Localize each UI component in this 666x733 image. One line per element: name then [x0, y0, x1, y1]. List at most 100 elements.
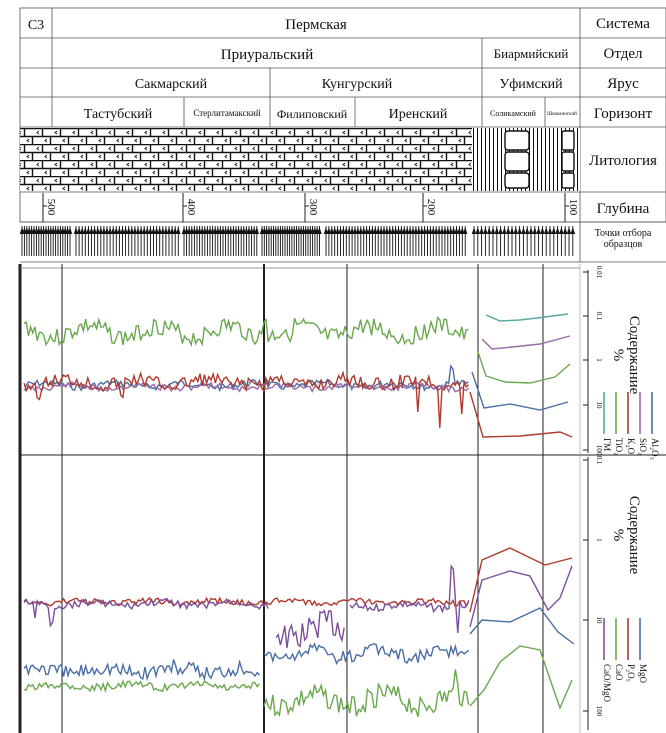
- lithology-label: Литология: [589, 153, 657, 169]
- sample-arrow: [532, 227, 537, 234]
- sample-arrow: [378, 227, 384, 234]
- sample-arrow: [498, 227, 503, 234]
- lithology-column: [20, 128, 580, 191]
- sample-arrow: [166, 227, 172, 234]
- legend-label: CaO: [614, 664, 624, 681]
- sample-arrow: [405, 227, 410, 234]
- sample-arrow: [402, 227, 407, 234]
- c3-label: C3: [28, 18, 44, 33]
- sample-arrow: [123, 227, 128, 234]
- depth-tick-label: 300: [307, 199, 319, 216]
- series-al2o3-upper: [471, 371, 569, 411]
- sample-arrow: [114, 227, 119, 234]
- p2-tick-label: 100: [595, 706, 603, 717]
- depth-label: Глубина: [597, 201, 650, 217]
- sample-arrow: [566, 227, 572, 234]
- series-tio2-upper: [477, 351, 571, 384]
- stage-value-2: Кунгурский: [322, 77, 393, 92]
- sample-arrow: [160, 227, 165, 234]
- sample-arrow: [373, 227, 378, 234]
- sample-arrow: [89, 227, 94, 234]
- horizon-iren: Иренский: [389, 107, 448, 122]
- series-mgo-upper: [469, 607, 575, 645]
- sample-arrow: [460, 227, 465, 234]
- sample-arrow: [376, 227, 381, 234]
- sample-arrow: [254, 227, 259, 234]
- sampling-label-2: образцов: [604, 239, 643, 250]
- p2-tick-label: 1: [595, 538, 603, 542]
- sample-arrow: [428, 227, 433, 234]
- sample-arrow: [393, 227, 398, 234]
- p1-tick-label: 10: [595, 402, 603, 410]
- sample-arrow: [173, 227, 178, 234]
- sample-arrow: [135, 227, 141, 234]
- panel2-axis: 0.1 1 10 100: [583, 456, 603, 730]
- legend-label: Al₂O₃: [650, 438, 660, 460]
- legend-label: CaO/MgO: [602, 664, 612, 703]
- panel2-legend: CaO/MgO CaO P₂O₅ MgO: [602, 618, 648, 703]
- department-label: Отдел: [604, 46, 643, 62]
- sample-arrow: [145, 227, 150, 234]
- sample-arrow: [151, 227, 156, 234]
- sample-arrow: [107, 227, 113, 234]
- sample-arrow: [517, 227, 522, 234]
- sample-arrow: [104, 227, 110, 234]
- sample-arrow: [439, 227, 445, 234]
- legend-label: K₂O: [626, 438, 636, 455]
- sample-arrow: [445, 227, 450, 234]
- series-gm-upper: [485, 313, 569, 322]
- sample-arrow: [536, 227, 541, 234]
- sample-arrow: [129, 227, 134, 234]
- sample-arrow: [101, 227, 107, 234]
- legend-label: P₂O₅: [626, 664, 636, 682]
- sample-arrow: [387, 227, 392, 234]
- series-k2o: [23, 370, 469, 428]
- sample-arrow: [73, 227, 79, 234]
- sample-arrow: [381, 227, 387, 234]
- sample-arrow: [154, 227, 159, 234]
- sample-arrow: [120, 227, 125, 234]
- sample-arrow: [142, 227, 147, 234]
- sample-arrow: [528, 227, 534, 234]
- series-cao-mgo-3: [349, 564, 470, 633]
- plot-frame: [18, 264, 666, 733]
- header-table: [19, 7, 666, 263]
- sample-arrow: [422, 227, 427, 234]
- legend-label: ГМ: [602, 438, 612, 451]
- sample-arrow: [117, 227, 122, 234]
- sample-arrow: [544, 227, 549, 234]
- series-cao-upper: [469, 645, 573, 710]
- sample-arrow: [370, 227, 375, 234]
- sample-arrow: [559, 227, 564, 234]
- panel1-axis: 0.01 0.1 1 10 100: [583, 266, 603, 456]
- sample-arrow: [396, 227, 401, 234]
- sample-arrow: [98, 227, 103, 234]
- system-value: Пермская: [285, 17, 347, 33]
- sample-arrow: [169, 227, 175, 234]
- sample-arrow: [347, 227, 352, 234]
- sample-arrow: [413, 227, 419, 234]
- horizon-sterlitamak: Стерлитамакский: [193, 108, 260, 118]
- sample-arrow: [451, 227, 456, 234]
- sample-arrow: [176, 227, 181, 234]
- series-k2o-upper: [469, 391, 573, 438]
- series-mgo-2: [263, 642, 470, 666]
- sample-arrow: [425, 227, 430, 234]
- depth-axis: 500 400 300 200 100: [42, 193, 579, 222]
- series-sio2-upper: [481, 335, 571, 350]
- sample-arrow: [490, 227, 496, 234]
- p2-tick-label: 0.1: [595, 456, 603, 465]
- sample-arrow: [563, 227, 568, 234]
- sample-arrow: [67, 227, 73, 234]
- sample-arrow: [317, 227, 322, 234]
- sample-arrow: [335, 227, 340, 234]
- sample-arrow: [494, 227, 499, 234]
- horizon-sheshma: Шешминский: [547, 112, 577, 117]
- sample-arrow: [364, 227, 369, 234]
- sample-arrow: [323, 227, 329, 234]
- legend-label: MgO: [638, 664, 648, 684]
- sample-arrow: [338, 227, 343, 234]
- sample-arrow: [157, 227, 162, 234]
- panel2-title-unit: %: [610, 529, 626, 542]
- sample-arrow: [506, 227, 511, 234]
